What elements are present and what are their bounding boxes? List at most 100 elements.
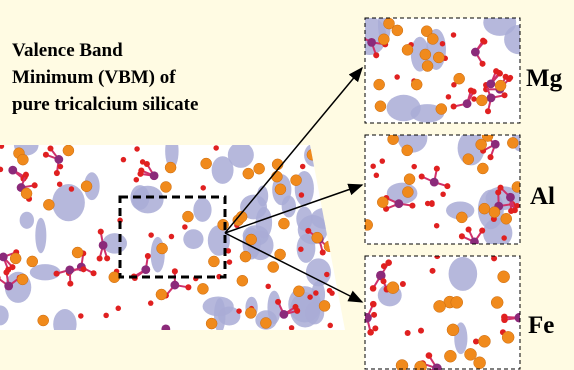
oxygen-atom: [440, 192, 446, 198]
calcium-atom: [38, 315, 49, 326]
calcium-atom: [402, 187, 413, 198]
figure-canvas: Valence Band Minimum (VBM) of pure trica…: [0, 0, 574, 370]
calcium-atom: [383, 18, 394, 29]
calcium-atom: [478, 335, 490, 347]
oxygen-atom: [444, 183, 450, 189]
silicon-atom: [506, 193, 515, 202]
oxygen-atom: [480, 61, 486, 67]
oxygen-atom: [372, 325, 378, 331]
calcium-atom: [324, 241, 335, 252]
calcium-atom: [454, 73, 465, 84]
calcium-atom: [465, 348, 477, 360]
oxygen-atom: [182, 224, 188, 230]
calcium-atom: [501, 213, 512, 224]
oxygen-atom: [57, 181, 63, 187]
calcium-atom: [278, 218, 289, 229]
oxygen-atom: [405, 330, 411, 336]
oxygen-atom: [514, 203, 520, 209]
oxygen-atom: [134, 177, 140, 183]
calcium-atom: [63, 145, 74, 156]
calcium-atom: [456, 212, 467, 223]
calcium-atom: [402, 44, 413, 55]
oxygen-atom: [446, 94, 452, 100]
calcium-atom: [291, 175, 302, 186]
calcium-atom: [206, 318, 217, 329]
oxygen-atom: [69, 186, 75, 192]
oxygen-atom: [373, 52, 379, 58]
calcium-atom: [377, 197, 388, 208]
oxygen-atom: [43, 152, 49, 158]
oxygen-atom: [32, 182, 38, 188]
calcium-atom: [362, 219, 373, 230]
calcium-atom: [243, 168, 254, 179]
silicon-atom: [491, 140, 500, 149]
calcium-atom: [477, 163, 488, 174]
oxygen-atom: [78, 313, 84, 319]
calcium-atom: [507, 137, 518, 148]
calcium-atom: [447, 324, 459, 336]
calcium-atom: [157, 243, 168, 254]
calcium-atom: [245, 307, 256, 318]
panel-background: [365, 256, 520, 370]
oxygen-atom: [157, 338, 163, 344]
silicon-atom: [99, 241, 108, 250]
calcium-atom: [476, 139, 487, 150]
calcium-atom: [218, 219, 229, 230]
oxygen-atom: [418, 328, 424, 334]
silicon-atom: [4, 282, 13, 291]
silicon-atom: [394, 199, 403, 208]
oxygen-atom: [498, 185, 504, 191]
isosurface: [151, 237, 165, 273]
calcium-atom: [17, 274, 28, 285]
calcium-atom: [197, 283, 208, 294]
oxygen-atom: [381, 263, 387, 269]
silicon-atom: [65, 265, 74, 274]
silicon-atom: [470, 238, 479, 247]
calcium-atom: [156, 289, 167, 300]
oxygen-atom: [430, 268, 436, 274]
calcium-atom: [109, 272, 120, 283]
oxygen-atom: [485, 108, 491, 114]
oxygen-atom: [471, 89, 477, 95]
isosurface: [20, 212, 34, 229]
oxygen-atom: [419, 173, 425, 179]
oxygen-atom: [493, 68, 499, 74]
oxygen-atom: [299, 192, 305, 198]
calcium-atom: [451, 296, 463, 308]
calcium-atom: [182, 211, 193, 222]
calcium-atom: [27, 256, 38, 267]
isosurface: [53, 309, 76, 339]
oxygen-atom: [480, 38, 486, 44]
calcium-atom: [404, 174, 415, 185]
silicon-atom: [8, 166, 17, 175]
oxygen-atom: [320, 249, 326, 255]
oxygen-atom: [54, 271, 60, 277]
isosurface: [311, 208, 338, 229]
oxygen-atom: [501, 235, 507, 241]
oxygen-atom: [300, 164, 306, 170]
oxygen-atom: [265, 284, 271, 290]
oxygen-atom: [97, 255, 103, 261]
calcium-atom: [319, 300, 330, 311]
oxygen-atom: [471, 96, 477, 102]
calcium-atom: [498, 271, 510, 283]
oxygen-atom: [327, 288, 333, 294]
oxygen-atom: [370, 163, 376, 169]
calcium-atom: [491, 297, 503, 309]
oxygen-atom: [508, 208, 514, 214]
calcium-atom: [324, 150, 335, 161]
calcium-atom: [463, 154, 474, 165]
silicon-atom: [367, 38, 376, 47]
oxygen-atom: [151, 333, 157, 339]
silicon-atom: [471, 48, 480, 57]
isosurface: [203, 296, 234, 316]
bond: [160, 329, 165, 342]
oxygen-atom: [434, 166, 440, 172]
oxygen-atom: [23, 172, 29, 178]
isosurface: [35, 218, 46, 253]
calcium-atom: [201, 158, 212, 169]
calcium-atom: [293, 286, 304, 297]
oxygen-atom: [324, 272, 330, 278]
silicon-atom: [430, 178, 439, 187]
calcium-atom: [237, 275, 248, 286]
